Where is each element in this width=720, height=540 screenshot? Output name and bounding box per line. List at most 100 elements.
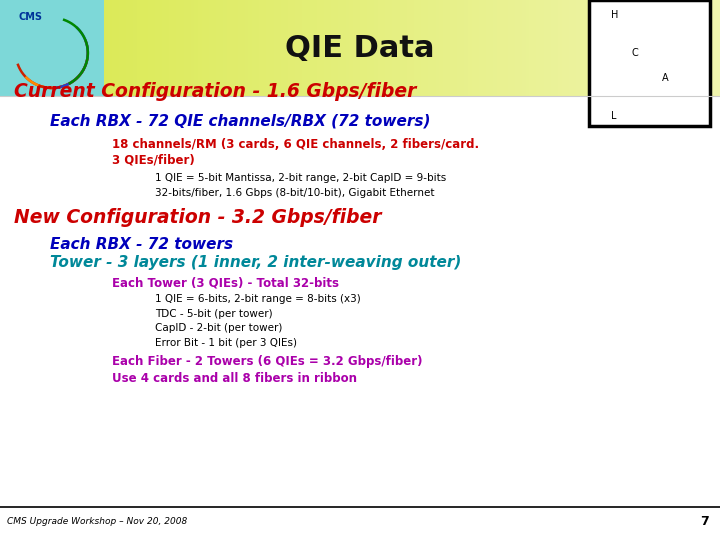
Text: H: H — [611, 10, 618, 20]
Bar — [662, 0, 667, 96]
Bar — [461, 0, 465, 96]
Text: Each RBX - 72 towers: Each RBX - 72 towers — [50, 237, 233, 252]
Bar — [670, 0, 674, 96]
Bar — [371, 0, 375, 96]
Bar — [457, 0, 462, 96]
Bar — [144, 0, 148, 96]
Bar — [698, 0, 703, 96]
Bar — [590, 0, 595, 96]
Bar — [659, 0, 663, 96]
Bar — [50, 0, 55, 96]
Bar — [198, 0, 202, 96]
Bar — [403, 0, 408, 96]
Bar — [688, 0, 692, 96]
Bar — [608, 0, 613, 96]
Bar — [522, 0, 526, 96]
Bar — [569, 0, 573, 96]
Bar — [331, 0, 336, 96]
Bar — [583, 0, 588, 96]
Bar — [479, 0, 483, 96]
Bar — [533, 0, 537, 96]
Bar — [425, 0, 429, 96]
Bar — [191, 0, 195, 96]
Bar — [702, 0, 706, 96]
Bar — [407, 0, 411, 96]
Bar — [396, 0, 400, 96]
Bar — [245, 0, 249, 96]
Bar — [500, 0, 505, 96]
Bar — [508, 0, 512, 96]
Bar — [11, 0, 15, 96]
Bar — [673, 0, 678, 96]
Bar — [544, 0, 548, 96]
Bar — [223, 0, 228, 96]
Bar — [338, 0, 343, 96]
Bar — [518, 0, 523, 96]
Bar — [274, 0, 278, 96]
Bar — [695, 0, 699, 96]
Bar — [137, 0, 141, 96]
Bar — [205, 0, 210, 96]
Bar — [392, 0, 397, 96]
Bar — [612, 0, 616, 96]
Bar — [65, 0, 69, 96]
Bar — [32, 0, 37, 96]
Bar — [209, 0, 213, 96]
Bar — [713, 0, 717, 96]
Bar — [335, 0, 339, 96]
Bar — [468, 0, 472, 96]
Bar — [616, 0, 620, 96]
Bar — [220, 0, 224, 96]
Bar — [472, 0, 476, 96]
Bar — [47, 0, 51, 96]
Bar — [436, 0, 440, 96]
Bar — [130, 0, 134, 96]
Bar — [644, 0, 649, 96]
Text: 1 QIE = 5-bit Mantissa, 2-bit range, 2-bit CapID = 9-bits: 1 QIE = 5-bit Mantissa, 2-bit range, 2-b… — [155, 173, 446, 183]
Bar — [634, 0, 638, 96]
Text: L: L — [611, 111, 616, 121]
Bar — [94, 0, 98, 96]
Bar — [252, 0, 256, 96]
Bar — [410, 0, 415, 96]
Bar — [558, 0, 562, 96]
Bar — [266, 0, 271, 96]
Bar — [234, 0, 238, 96]
Bar — [497, 0, 501, 96]
Bar — [490, 0, 494, 96]
Bar — [140, 0, 145, 96]
Text: Each Fiber - 2 Towers (6 QIEs = 3.2 Gbps/fiber): Each Fiber - 2 Towers (6 QIEs = 3.2 Gbps… — [112, 355, 422, 368]
Bar — [292, 0, 296, 96]
Bar — [504, 0, 508, 96]
Bar — [295, 0, 300, 96]
Bar — [536, 0, 541, 96]
Bar — [677, 0, 681, 96]
Text: TDC - 5-bit (per tower): TDC - 5-bit (per tower) — [155, 309, 272, 319]
Bar — [54, 0, 58, 96]
Bar — [349, 0, 354, 96]
Bar — [281, 0, 285, 96]
Bar — [691, 0, 696, 96]
Bar — [432, 0, 436, 96]
Bar — [61, 0, 66, 96]
Bar — [418, 0, 422, 96]
Bar — [302, 0, 307, 96]
Bar — [162, 0, 166, 96]
Bar — [58, 0, 62, 96]
Bar — [313, 0, 318, 96]
Bar — [540, 0, 544, 96]
Bar — [270, 0, 274, 96]
Bar — [0, 0, 104, 96]
Bar — [706, 0, 710, 96]
Text: CMS Upgrade Workshop – Nov 20, 2008: CMS Upgrade Workshop – Nov 20, 2008 — [7, 517, 187, 526]
Bar — [486, 0, 490, 96]
Bar — [547, 0, 552, 96]
Bar — [202, 0, 206, 96]
Text: CapID - 2-bit (per tower): CapID - 2-bit (per tower) — [155, 323, 282, 333]
Bar — [565, 0, 570, 96]
Bar — [306, 0, 310, 96]
Bar — [400, 0, 404, 96]
Bar — [382, 0, 386, 96]
Text: 1 QIE = 6-bits, 2-bit range = 8-bits (x3): 1 QIE = 6-bits, 2-bit range = 8-bits (x3… — [155, 294, 361, 304]
Bar — [0, 0, 4, 96]
